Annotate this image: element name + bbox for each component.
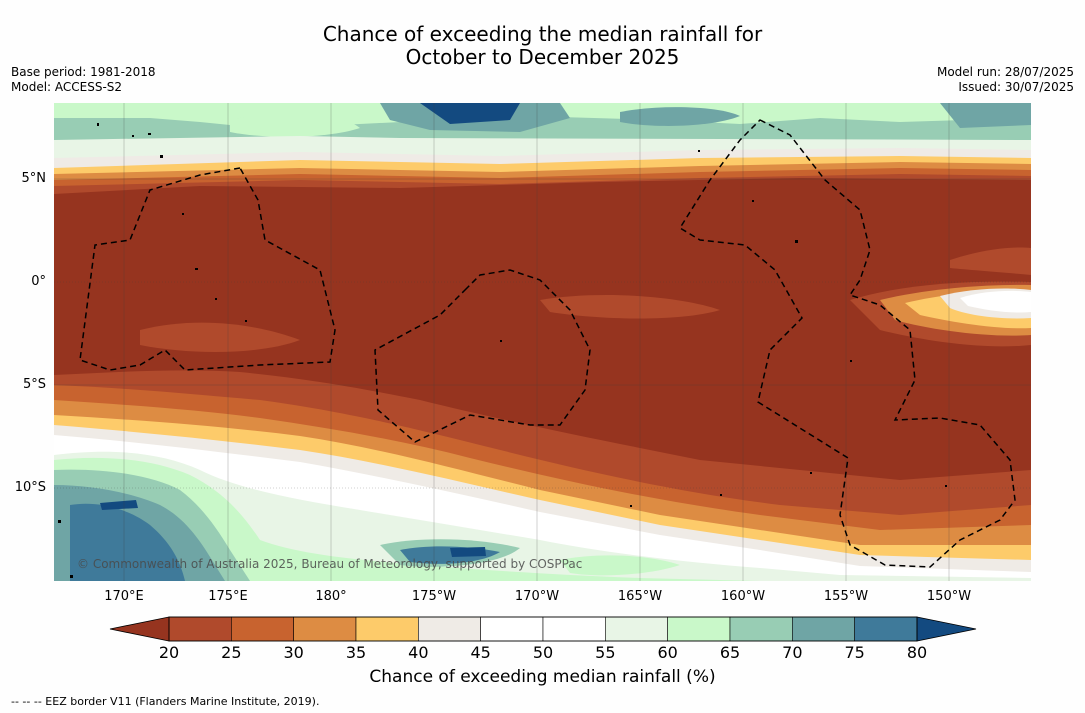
map-title-line1: Chance of exceeding the median rainfall … xyxy=(322,22,763,46)
model-run-info: Model run: 28/07/2025 Issued: 30/07/2025 xyxy=(937,65,1074,95)
lon-label-170e: 170°E xyxy=(104,589,144,604)
lon-label-175e: 175°E xyxy=(208,589,248,604)
colorbar-tick-label: 35 xyxy=(345,643,367,662)
colorbar-tick-label: 60 xyxy=(657,643,678,662)
islands xyxy=(58,123,947,578)
colorbar-tick-label: 55 xyxy=(595,643,616,662)
colorbar-cell xyxy=(729,616,793,642)
colorbar-cell xyxy=(293,616,357,642)
colorbar-cell xyxy=(168,616,232,642)
colorbar-tick-label: 75 xyxy=(844,643,865,662)
lat-label-10s: 10°S xyxy=(14,480,46,495)
map-field xyxy=(54,103,1031,581)
lat-label-5n: 5°N xyxy=(21,171,47,186)
colorbar-tick-label: 25 xyxy=(221,643,242,662)
colorbar-cell xyxy=(542,616,606,642)
colorbar-title: Chance of exceeding median rainfall (%) xyxy=(369,667,716,687)
colorbar-cell xyxy=(418,616,481,642)
issued-text: Issued: 30/07/2025 xyxy=(958,80,1074,94)
colorbar-high-extension xyxy=(916,616,977,642)
colorbar-tick-label: 50 xyxy=(532,643,554,662)
eez-borders xyxy=(79,119,1016,568)
lon-label-180: 180° xyxy=(315,589,347,604)
lon-label-175w: 175°W xyxy=(411,589,457,604)
copyright-credit: © Commonwealth of Australia 2025, Bureau… xyxy=(77,557,583,571)
colorbar-tick-label: 45 xyxy=(470,643,491,662)
map-title-line2: October to December 2025 xyxy=(405,45,680,69)
colorbar-cell xyxy=(355,616,419,642)
lon-label-170w: 170°W xyxy=(514,589,560,604)
graticule xyxy=(54,103,1031,581)
colorbar-tick-label: 80 xyxy=(906,643,928,662)
colorbar-low-extension xyxy=(109,616,170,642)
lat-label-5s: 5°S xyxy=(22,377,46,392)
colorbar-cell xyxy=(667,616,731,642)
colorbar-tick-label: 40 xyxy=(408,643,429,662)
colorbar-tick-label: 20 xyxy=(158,643,180,662)
colorbar xyxy=(109,616,977,642)
model-run-text: Model run: 28/07/2025 xyxy=(936,65,1074,79)
colorbar-tick-label: 30 xyxy=(283,643,304,662)
lon-label-155w: 155°W xyxy=(823,589,869,604)
colorbar-cell xyxy=(231,616,294,642)
colorbar-cell xyxy=(792,616,855,642)
base-period-info: Base period: 1981-2018 Model: ACCESS-S2 xyxy=(11,65,156,95)
lon-label-150w: 150°W xyxy=(926,589,972,604)
colorbar-tick-label: 70 xyxy=(782,643,803,662)
lon-label-165w: 165°W xyxy=(617,589,663,604)
eez-footnote: -- -- -- EEZ border V11 (Flanders Marine… xyxy=(11,695,320,708)
colorbar-tick-label: 65 xyxy=(719,643,741,662)
colorbar-cell xyxy=(854,616,918,642)
lat-label-0: 0° xyxy=(31,274,46,289)
colorbar-cell xyxy=(480,616,544,642)
colorbar-cell xyxy=(605,616,668,642)
base-period-text: Base period: 1981-2018 xyxy=(11,65,156,79)
lon-label-160w: 160°W xyxy=(720,589,766,604)
model-text: Model: ACCESS-S2 xyxy=(11,80,123,94)
